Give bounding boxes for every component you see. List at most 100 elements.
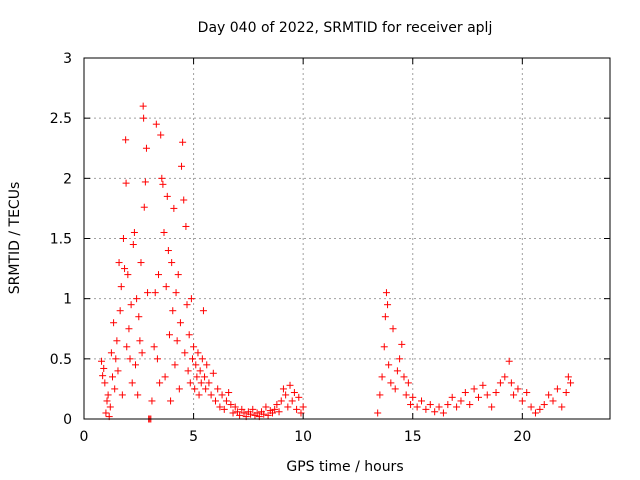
data-point [106,403,114,411]
x-tick-labels: 0 5 10 15 20 [80,429,532,445]
data-point [128,379,136,387]
y-tick-label: 0.5 [50,352,72,368]
data-point [496,379,504,387]
data-point [536,405,544,413]
data-point [98,357,106,365]
data-point [444,401,452,409]
data-point [418,397,426,405]
x-tick-label: 5 [189,429,198,445]
data-point [186,379,194,387]
data-point [391,385,399,393]
data-point [122,179,130,187]
data-point [136,337,144,345]
data-point [549,397,557,405]
x-tick-label: 0 [80,429,89,445]
data-point [161,373,169,381]
data-point [564,373,572,381]
data-point [461,389,469,397]
x-tick-label: 20 [513,429,531,445]
data-point [279,385,287,393]
data-point [273,401,281,409]
data-point [268,409,276,417]
data-point [140,114,148,122]
data-point [470,385,478,393]
data-point [286,381,294,389]
data-point [488,403,496,411]
data-point [104,391,112,399]
data-point [195,391,203,399]
data-point [194,349,202,357]
data-point [192,361,200,369]
data-point [545,391,553,399]
data-point [179,138,187,146]
data-point [505,357,513,365]
data-point [152,120,160,128]
data-point [479,381,487,389]
data-point [110,319,118,327]
data-point [115,259,123,267]
data-point [178,162,186,170]
y-tick-labels: 0 0.5 1 1.5 2 2.5 3 [50,51,72,428]
data-point [439,409,447,417]
data-point [191,385,199,393]
data-point [374,409,382,417]
data-point [407,401,415,409]
data-point [123,343,131,351]
data-point [413,403,421,411]
data-point [138,349,146,357]
data-point [249,405,257,413]
data-point [288,397,296,405]
data-point [183,301,191,309]
data-point [99,372,107,380]
data-point [422,405,430,413]
data-point [277,397,285,405]
data-point [398,340,406,348]
data-point [158,174,166,182]
data-point [100,364,108,372]
data-point [113,337,121,345]
data-point [197,379,205,387]
data-point [130,228,138,236]
data-point [203,361,211,369]
data-point [229,409,237,417]
data-point [126,355,134,363]
data-point [233,408,241,416]
data-point [190,343,198,351]
data-point [247,410,255,418]
data-point [275,408,283,416]
data-point [231,403,239,411]
data-point [151,289,159,297]
data-point [558,403,566,411]
data-point [483,391,491,399]
x-tick-label: 15 [404,429,422,445]
data-point [385,361,393,369]
data-point [142,144,150,152]
data-point [402,391,410,399]
data-point [163,192,171,200]
data-point [271,405,279,413]
data-point [567,379,575,387]
data-point [527,403,535,411]
data-point [121,265,129,273]
data-point [127,301,135,309]
data-point [297,409,305,417]
data-point [396,355,404,363]
data-point [453,403,461,411]
data-point [553,385,561,393]
data-point [155,271,163,279]
data-point [140,203,148,211]
data-point [180,196,188,204]
data-point [426,401,434,409]
data-point [514,385,522,393]
data-point [507,379,515,387]
data-point [293,405,301,413]
data-point [193,373,201,381]
data-point [253,409,261,417]
data-point [212,397,219,405]
data-point [264,411,272,419]
data-point [122,136,130,144]
plot-frame [83,57,611,420]
data-point [218,391,226,399]
data-point [492,389,500,397]
